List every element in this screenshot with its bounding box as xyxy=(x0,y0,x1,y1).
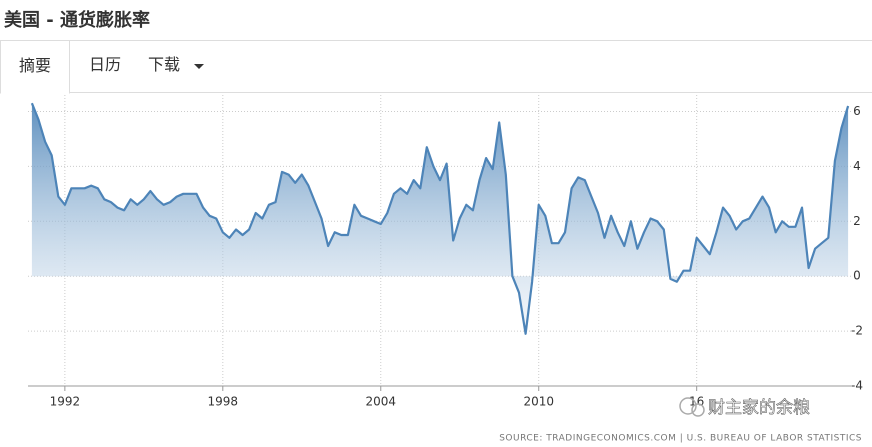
y-tick-label: 2 xyxy=(853,214,861,228)
x-tick-label: 1998 xyxy=(208,395,239,409)
page-title: 美国 - 通货膨胀率 xyxy=(4,10,151,31)
area-fill xyxy=(31,103,849,334)
tab[interactable]: 摘要 xyxy=(0,40,70,94)
y-tick-label: -2 xyxy=(851,324,863,338)
source: SOURCE: TRADINGECONOMICS.COM | U.S. BURE… xyxy=(499,434,862,444)
x-tick-label: 1992 xyxy=(50,395,81,409)
watermark-text: 财主家的余粮 xyxy=(708,398,810,418)
x-tick-label: 2004 xyxy=(365,395,396,409)
line xyxy=(30,102,850,335)
y-tick-label: 0 xyxy=(853,269,861,283)
x-tick-label: 2010 xyxy=(523,395,554,409)
tab[interactable]: 下载 xyxy=(147,55,180,74)
y-tick-label: 4 xyxy=(853,159,861,173)
y-tick-label: 6 xyxy=(853,104,861,118)
watermark: 财主家的余粮 xyxy=(679,397,810,418)
tab[interactable]: 日历 xyxy=(88,55,121,74)
header: 美国 - 通货膨胀率 xyxy=(0,0,872,41)
y-tick-label: -4 xyxy=(851,379,863,393)
